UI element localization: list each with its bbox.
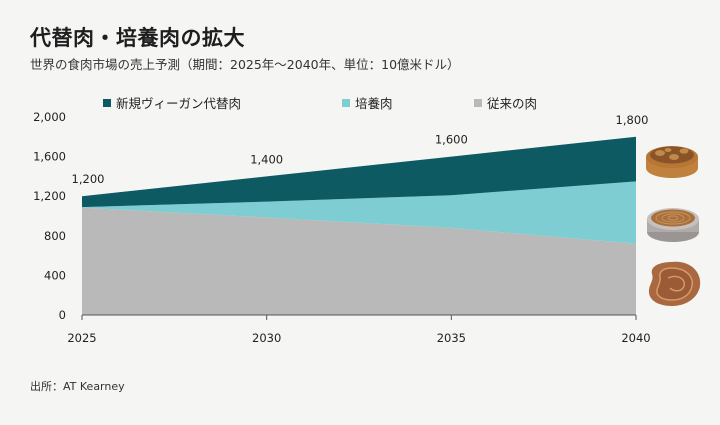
chart-data-labels: 1,200 1,400 1,600 1,800 xyxy=(72,113,649,186)
total-data-label: 1,600 xyxy=(435,133,468,147)
legend-item-plant-based: 新規ヴィーガン代替肉 xyxy=(103,93,241,112)
chart-axes: 0 400 800 1,200 1,600 2,000 2025 2030 2035 2040 xyxy=(33,110,651,345)
legend-label-conventional: 従来の肉 xyxy=(487,96,538,111)
y-tick-label: 800 xyxy=(44,229,66,243)
x-tick-label: 2025 xyxy=(67,331,96,345)
legend: 新規ヴィーガン代替肉 培養肉 従来の肉 xyxy=(0,93,720,113)
x-tick-label: 2035 xyxy=(437,331,466,345)
area-series-1 xyxy=(82,181,636,244)
legend-swatch-plant-based xyxy=(103,98,111,107)
legend-label-plant-based: 新規ヴィーガン代替肉 xyxy=(116,96,242,111)
total-data-label: 1,200 xyxy=(72,172,105,186)
legend-item-conventional: 従来の肉 xyxy=(474,93,537,112)
legend-label-cultured: 培養肉 xyxy=(355,96,393,111)
y-tick-label: 1,600 xyxy=(33,150,66,164)
x-tick-label: 2030 xyxy=(252,331,281,345)
y-tick-label: 400 xyxy=(44,268,66,282)
area-series-0 xyxy=(82,207,636,315)
cultured-meat-dish-icon xyxy=(646,146,698,178)
legend-item-cultured: 培養肉 xyxy=(342,93,393,112)
petri-dish-icon xyxy=(647,208,699,242)
chart-subtitle: 世界の食肉市場の売上予測（期間：2025年〜2040年、単位：10億米ドル） xyxy=(30,57,460,72)
y-tick-label: 2,000 xyxy=(33,110,66,124)
source-note: 出所：AT Kearney xyxy=(30,380,125,393)
legend-swatch-cultured xyxy=(342,98,350,107)
chart-title: 代替肉・培養肉の拡大 xyxy=(30,26,245,50)
chart-areas xyxy=(82,136,636,315)
steak-icon xyxy=(648,261,701,306)
total-data-label: 1,800 xyxy=(616,113,649,127)
chart-icons xyxy=(646,146,701,306)
area-series-2 xyxy=(82,136,636,208)
y-tick-label: 0 xyxy=(59,308,66,322)
y-tick-label: 1,200 xyxy=(33,189,66,203)
total-data-label: 1,400 xyxy=(250,152,283,166)
x-tick-label: 2040 xyxy=(621,331,650,345)
legend-swatch-conventional xyxy=(474,98,482,107)
